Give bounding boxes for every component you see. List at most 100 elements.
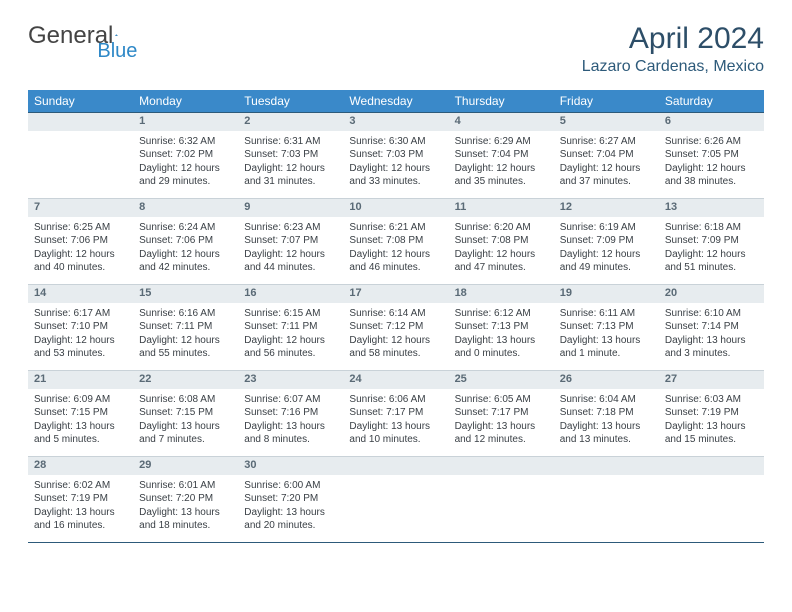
daylight-line: Daylight: 12 hours and 35 minutes. <box>455 162 548 189</box>
sunrise-line: Sunrise: 6:30 AM <box>349 135 442 149</box>
daylight-line: Daylight: 13 hours and 16 minutes. <box>34 506 127 533</box>
sunset-line: Sunset: 7:20 PM <box>139 492 232 506</box>
sunset-line: Sunset: 7:14 PM <box>665 320 758 334</box>
day-number-cell: 18 <box>449 285 554 303</box>
day-number-cell: 17 <box>343 285 448 303</box>
day-detail-cell: Sunrise: 6:32 AMSunset: 7:02 PMDaylight:… <box>133 131 238 199</box>
sunset-line: Sunset: 7:13 PM <box>560 320 653 334</box>
day-detail-cell: Sunrise: 6:18 AMSunset: 7:09 PMDaylight:… <box>659 217 764 285</box>
day-number-cell: 12 <box>554 199 659 217</box>
day-detail-cell: Sunrise: 6:20 AMSunset: 7:08 PMDaylight:… <box>449 217 554 285</box>
day-detail-row: Sunrise: 6:25 AMSunset: 7:06 PMDaylight:… <box>28 217 764 285</box>
day-number-cell: 28 <box>28 457 133 475</box>
day-detail-cell: Sunrise: 6:11 AMSunset: 7:13 PMDaylight:… <box>554 303 659 371</box>
day-detail-cell: Sunrise: 6:10 AMSunset: 7:14 PMDaylight:… <box>659 303 764 371</box>
day-number-cell: 4 <box>449 113 554 131</box>
day-detail-cell: Sunrise: 6:29 AMSunset: 7:04 PMDaylight:… <box>449 131 554 199</box>
daylight-line: Daylight: 13 hours and 13 minutes. <box>560 420 653 447</box>
day-detail-cell: Sunrise: 6:17 AMSunset: 7:10 PMDaylight:… <box>28 303 133 371</box>
sunset-line: Sunset: 7:16 PM <box>244 406 337 420</box>
sunrise-line: Sunrise: 6:18 AM <box>665 221 758 235</box>
day-detail-cell: Sunrise: 6:04 AMSunset: 7:18 PMDaylight:… <box>554 389 659 457</box>
sunset-line: Sunset: 7:13 PM <box>455 320 548 334</box>
day-detail-cell: Sunrise: 6:24 AMSunset: 7:06 PMDaylight:… <box>133 217 238 285</box>
day-detail-cell: Sunrise: 6:21 AMSunset: 7:08 PMDaylight:… <box>343 217 448 285</box>
day-detail-row: Sunrise: 6:17 AMSunset: 7:10 PMDaylight:… <box>28 303 764 371</box>
daylight-line: Daylight: 12 hours and 42 minutes. <box>139 248 232 275</box>
sunset-line: Sunset: 7:02 PM <box>139 148 232 162</box>
daylight-line: Daylight: 12 hours and 55 minutes. <box>139 334 232 361</box>
day-number-row: 78910111213 <box>28 199 764 217</box>
daylight-line: Daylight: 12 hours and 33 minutes. <box>349 162 442 189</box>
sunrise-line: Sunrise: 6:14 AM <box>349 307 442 321</box>
daylight-line: Daylight: 13 hours and 20 minutes. <box>244 506 337 533</box>
daylight-line: Daylight: 13 hours and 1 minute. <box>560 334 653 361</box>
day-detail-cell: Sunrise: 6:16 AMSunset: 7:11 PMDaylight:… <box>133 303 238 371</box>
daylight-line: Daylight: 12 hours and 37 minutes. <box>560 162 653 189</box>
sunrise-line: Sunrise: 6:19 AM <box>560 221 653 235</box>
sunrise-line: Sunrise: 6:27 AM <box>560 135 653 149</box>
sunset-line: Sunset: 7:12 PM <box>349 320 442 334</box>
day-detail-cell <box>659 475 764 543</box>
day-detail-cell: Sunrise: 6:30 AMSunset: 7:03 PMDaylight:… <box>343 131 448 199</box>
daylight-line: Daylight: 12 hours and 53 minutes. <box>34 334 127 361</box>
sunset-line: Sunset: 7:09 PM <box>560 234 653 248</box>
day-number-cell: 9 <box>238 199 343 217</box>
daylight-line: Daylight: 12 hours and 44 minutes. <box>244 248 337 275</box>
day-detail-cell: Sunrise: 6:23 AMSunset: 7:07 PMDaylight:… <box>238 217 343 285</box>
page-header: General Blue April 2024 Lazaro Cardenas,… <box>28 22 764 76</box>
weekday-header: Wednesday <box>343 90 448 113</box>
day-number-cell: 30 <box>238 457 343 475</box>
day-detail-cell: Sunrise: 6:15 AMSunset: 7:11 PMDaylight:… <box>238 303 343 371</box>
day-number-row: 14151617181920 <box>28 285 764 303</box>
sunrise-line: Sunrise: 6:02 AM <box>34 479 127 493</box>
sunset-line: Sunset: 7:04 PM <box>560 148 653 162</box>
day-detail-cell: Sunrise: 6:06 AMSunset: 7:17 PMDaylight:… <box>343 389 448 457</box>
day-detail-cell: Sunrise: 6:08 AMSunset: 7:15 PMDaylight:… <box>133 389 238 457</box>
sunset-line: Sunset: 7:06 PM <box>34 234 127 248</box>
daylight-line: Daylight: 13 hours and 12 minutes. <box>455 420 548 447</box>
sunrise-line: Sunrise: 6:01 AM <box>139 479 232 493</box>
logo: General Blue <box>28 22 177 50</box>
sunset-line: Sunset: 7:20 PM <box>244 492 337 506</box>
sunset-line: Sunset: 7:03 PM <box>349 148 442 162</box>
day-number-cell <box>28 113 133 131</box>
daylight-line: Daylight: 13 hours and 8 minutes. <box>244 420 337 447</box>
sunset-line: Sunset: 7:07 PM <box>244 234 337 248</box>
daylight-line: Daylight: 12 hours and 40 minutes. <box>34 248 127 275</box>
sunrise-line: Sunrise: 6:31 AM <box>244 135 337 149</box>
day-detail-cell <box>554 475 659 543</box>
daylight-line: Daylight: 13 hours and 5 minutes. <box>34 420 127 447</box>
weekday-header: Tuesday <box>238 90 343 113</box>
sunrise-line: Sunrise: 6:07 AM <box>244 393 337 407</box>
day-number-cell: 21 <box>28 371 133 389</box>
day-detail-row: Sunrise: 6:32 AMSunset: 7:02 PMDaylight:… <box>28 131 764 199</box>
sunrise-line: Sunrise: 6:20 AM <box>455 221 548 235</box>
sunrise-line: Sunrise: 6:26 AM <box>665 135 758 149</box>
weekday-header: Thursday <box>449 90 554 113</box>
sunrise-line: Sunrise: 6:05 AM <box>455 393 548 407</box>
daylight-line: Daylight: 12 hours and 47 minutes. <box>455 248 548 275</box>
title-block: April 2024 Lazaro Cardenas, Mexico <box>582 22 764 76</box>
sunrise-line: Sunrise: 6:23 AM <box>244 221 337 235</box>
weekday-header: Saturday <box>659 90 764 113</box>
daylight-line: Daylight: 12 hours and 58 minutes. <box>349 334 442 361</box>
sunset-line: Sunset: 7:06 PM <box>139 234 232 248</box>
day-number-row: 21222324252627 <box>28 371 764 389</box>
sunset-line: Sunset: 7:08 PM <box>349 234 442 248</box>
sunrise-line: Sunrise: 6:21 AM <box>349 221 442 235</box>
day-detail-cell: Sunrise: 6:03 AMSunset: 7:19 PMDaylight:… <box>659 389 764 457</box>
sunset-line: Sunset: 7:09 PM <box>665 234 758 248</box>
day-number-cell: 16 <box>238 285 343 303</box>
sunrise-line: Sunrise: 6:03 AM <box>665 393 758 407</box>
daylight-line: Daylight: 12 hours and 56 minutes. <box>244 334 337 361</box>
day-number-cell: 11 <box>449 199 554 217</box>
day-detail-cell: Sunrise: 6:07 AMSunset: 7:16 PMDaylight:… <box>238 389 343 457</box>
day-number-cell <box>554 457 659 475</box>
day-number-cell: 13 <box>659 199 764 217</box>
day-number-cell: 25 <box>449 371 554 389</box>
sunset-line: Sunset: 7:08 PM <box>455 234 548 248</box>
daylight-line: Daylight: 12 hours and 38 minutes. <box>665 162 758 189</box>
day-detail-row: Sunrise: 6:09 AMSunset: 7:15 PMDaylight:… <box>28 389 764 457</box>
sunset-line: Sunset: 7:15 PM <box>139 406 232 420</box>
